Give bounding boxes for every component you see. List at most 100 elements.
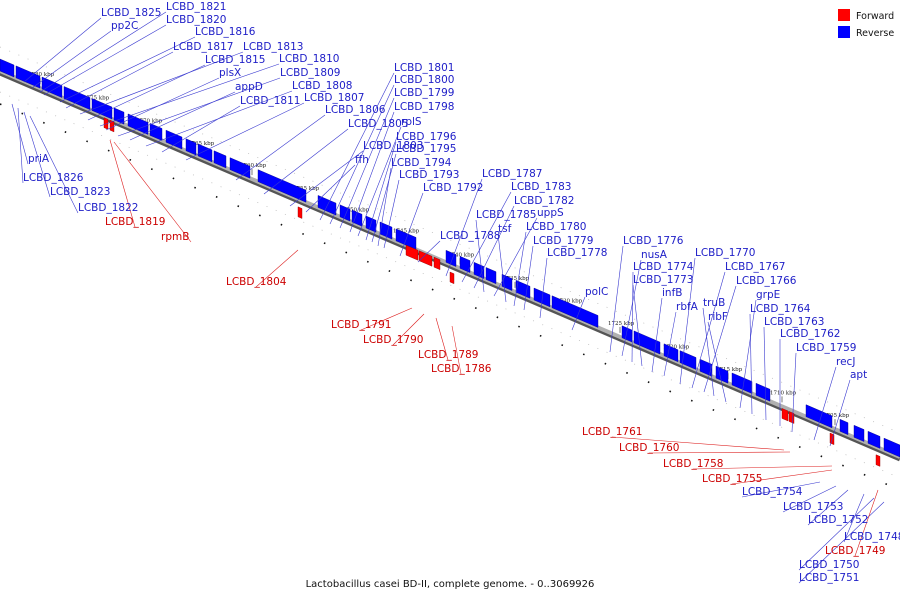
reverse-gene-label[interactable]: LCBD_1822 <box>78 202 138 214</box>
reverse-gene-label[interactable]: LCBD_1753 <box>783 501 843 513</box>
forward-gene-label[interactable]: LCBD_1758 <box>663 458 723 470</box>
reverse-gene-label[interactable]: LCBD_1776 <box>623 235 684 247</box>
reverse-gene-arrow <box>501 273 513 291</box>
reverse-gene-label[interactable]: LCBD_1764 <box>750 303 811 315</box>
reverse-gene-label[interactable]: LCBD_1826 <box>23 172 84 184</box>
reverse-gene-label[interactable]: LCBD_1803 <box>363 140 423 152</box>
reverse-gene-label[interactable]: LCBD_1748 <box>844 531 900 543</box>
reverse-gene-leader <box>235 114 326 181</box>
forward-gene-label[interactable]: LCBD_1761 <box>582 426 642 438</box>
reverse-gene-leader <box>23 111 51 198</box>
reverse-gene-label[interactable]: LCBD_1759 <box>796 342 856 354</box>
reverse-gene-leader <box>339 97 395 229</box>
reverse-gene-label[interactable]: LCBD_1783 <box>511 181 571 193</box>
reverse-gene-leader <box>263 128 349 195</box>
reverse-gene-arrow <box>679 350 697 370</box>
reverse-gene-label[interactable]: LCBD_1763 <box>764 316 824 328</box>
forward-gene-arrow <box>433 256 441 271</box>
reverse-gene-label[interactable]: truB <box>703 297 725 309</box>
reverse-gene-label[interactable]: plsX <box>219 67 241 79</box>
reverse-gene-label[interactable]: LCBD_1762 <box>780 328 840 340</box>
reverse-gene-label[interactable]: infB <box>662 287 682 299</box>
forward-gene-label[interactable]: LCBD_1760 <box>619 442 679 454</box>
reverse-gene-leader <box>31 30 112 89</box>
reverse-gene-label[interactable]: nusA <box>641 249 668 261</box>
reverse-gene-label[interactable]: LCBD_1796 <box>396 131 457 143</box>
reverse-gene-arrow <box>839 418 849 436</box>
reverse-gene-label[interactable]: LCBD_1788 <box>440 230 500 242</box>
reverse-gene-label[interactable]: LCBD_1751 <box>799 572 859 584</box>
reverse-gene-label[interactable]: LCBD_1809 <box>280 67 340 79</box>
reverse-gene-label[interactable]: LCBD_1813 <box>243 41 303 53</box>
forward-gene-label[interactable]: LCBD_1819 <box>105 216 165 228</box>
reverse-gene-label[interactable]: recJ <box>836 356 855 368</box>
reverse-gene-label[interactable]: LCBD_1773 <box>633 274 693 286</box>
forward-gene-label[interactable]: LCBD_1749 <box>825 545 885 557</box>
tick-label: 1705 kbp <box>823 413 850 419</box>
reverse-gene-label[interactable]: LCBD_1811 <box>240 95 300 107</box>
reverse-gene-leader <box>417 240 441 263</box>
reverse-gene-label[interactable]: LCBD_1794 <box>391 157 452 169</box>
reverse-gene-label[interactable]: LCBD_1799 <box>394 87 454 99</box>
forward-gene-label[interactable]: rpmB <box>161 231 189 243</box>
reverse-gene-label[interactable]: appD <box>235 81 263 93</box>
reverse-gene-label[interactable]: LCBD_1821 <box>166 1 226 13</box>
reverse-gene-leader <box>475 219 485 293</box>
reverse-gene-label[interactable]: LCBD_1801 <box>394 62 454 74</box>
forward-gene-arrow <box>297 206 303 219</box>
reverse-gene-label[interactable]: ribF <box>708 311 728 323</box>
reverse-gene-label[interactable]: LCBD_1752 <box>808 514 868 526</box>
reverse-gene-label[interactable]: LCBD_1779 <box>533 235 593 247</box>
reverse-gene-label[interactable]: priA <box>28 153 50 165</box>
reverse-gene-label[interactable]: tsf <box>498 223 512 235</box>
reverse-gene-label[interactable]: ffh <box>355 154 369 166</box>
reverse-gene-label[interactable]: LCBD_1807 <box>304 92 364 104</box>
reverse-gene-label[interactable]: LCBD_1805 <box>348 118 408 130</box>
reverse-gene-label[interactable]: LCBD_1808 <box>292 80 352 92</box>
reverse-gene-label[interactable]: LCBD_1780 <box>526 221 586 233</box>
reverse-gene-leader <box>473 205 515 289</box>
reverse-gene-label[interactable]: LCBD_1774 <box>633 261 694 273</box>
reverse-gene-label[interactable]: LCBD_1793 <box>399 169 459 181</box>
reverse-gene-label[interactable]: uppS <box>537 207 564 219</box>
reverse-gene-label[interactable]: apt <box>850 369 867 381</box>
reverse-gene-label[interactable]: LCBD_1798 <box>394 101 454 113</box>
reverse-gene-label[interactable]: LCBD_1817 <box>173 41 233 53</box>
reverse-gene-label[interactable]: LCBD_1795 <box>396 143 456 155</box>
reverse-gene-label[interactable]: LCBD_1823 <box>50 186 110 198</box>
reverse-gene-label[interactable]: LCBD_1785 <box>476 209 536 221</box>
forward-gene-label[interactable]: LCBD_1791 <box>331 319 391 331</box>
forward-gene-label[interactable]: LCBD_1790 <box>363 334 423 346</box>
reverse-gene-label[interactable]: LCBD_1787 <box>482 168 542 180</box>
forward-gene-label[interactable]: LCBD_1755 <box>702 473 762 485</box>
forward-gene-leader <box>648 451 791 454</box>
reverse-gene-label[interactable]: rbfA <box>676 301 699 313</box>
reverse-gene-label[interactable]: grpE <box>756 289 780 301</box>
reverse-gene-label[interactable]: LCBD_1778 <box>547 247 607 259</box>
reverse-gene-arrow <box>663 343 679 363</box>
reverse-gene-label[interactable]: LCBD_1750 <box>799 559 859 571</box>
reverse-gene-arrow <box>63 86 91 110</box>
legend-reverse-swatch <box>838 26 850 38</box>
forward-gene-label[interactable]: LCBD_1804 <box>226 276 287 288</box>
reverse-gene-label[interactable]: LCBD_1770 <box>695 247 755 259</box>
reverse-gene-label[interactable]: LCBD_1766 <box>736 275 797 287</box>
reverse-gene-label[interactable]: LCBD_1815 <box>205 54 265 66</box>
reverse-gene-label[interactable]: LCBD_1810 <box>279 53 339 65</box>
reverse-gene-label[interactable]: pp2C <box>111 20 138 32</box>
reverse-gene-label[interactable]: LCBD_1754 <box>742 486 803 498</box>
reverse-gene-label[interactable]: polC <box>585 286 608 298</box>
reverse-gene-label[interactable]: LCBD_1792 <box>423 182 483 194</box>
forward-gene-label[interactable]: LCBD_1786 <box>431 363 492 375</box>
reverse-gene-label[interactable]: LCBD_1800 <box>394 74 454 86</box>
reverse-gene-label[interactable]: LCBD_1767 <box>725 261 785 273</box>
forward-gene-leader <box>255 249 299 288</box>
reverse-gene-label[interactable]: LCBD_1806 <box>325 104 386 116</box>
reverse-gene-label[interactable]: LCBD_1782 <box>514 195 574 207</box>
reverse-gene-leader <box>349 111 395 233</box>
reverse-gene-label[interactable]: rplS <box>401 116 422 128</box>
reverse-gene-label[interactable]: LCBD_1820 <box>166 14 226 26</box>
forward-gene-label[interactable]: LCBD_1789 <box>418 349 478 361</box>
reverse-gene-label[interactable]: LCBD_1825 <box>101 7 161 19</box>
reverse-gene-label[interactable]: LCBD_1816 <box>195 26 256 38</box>
